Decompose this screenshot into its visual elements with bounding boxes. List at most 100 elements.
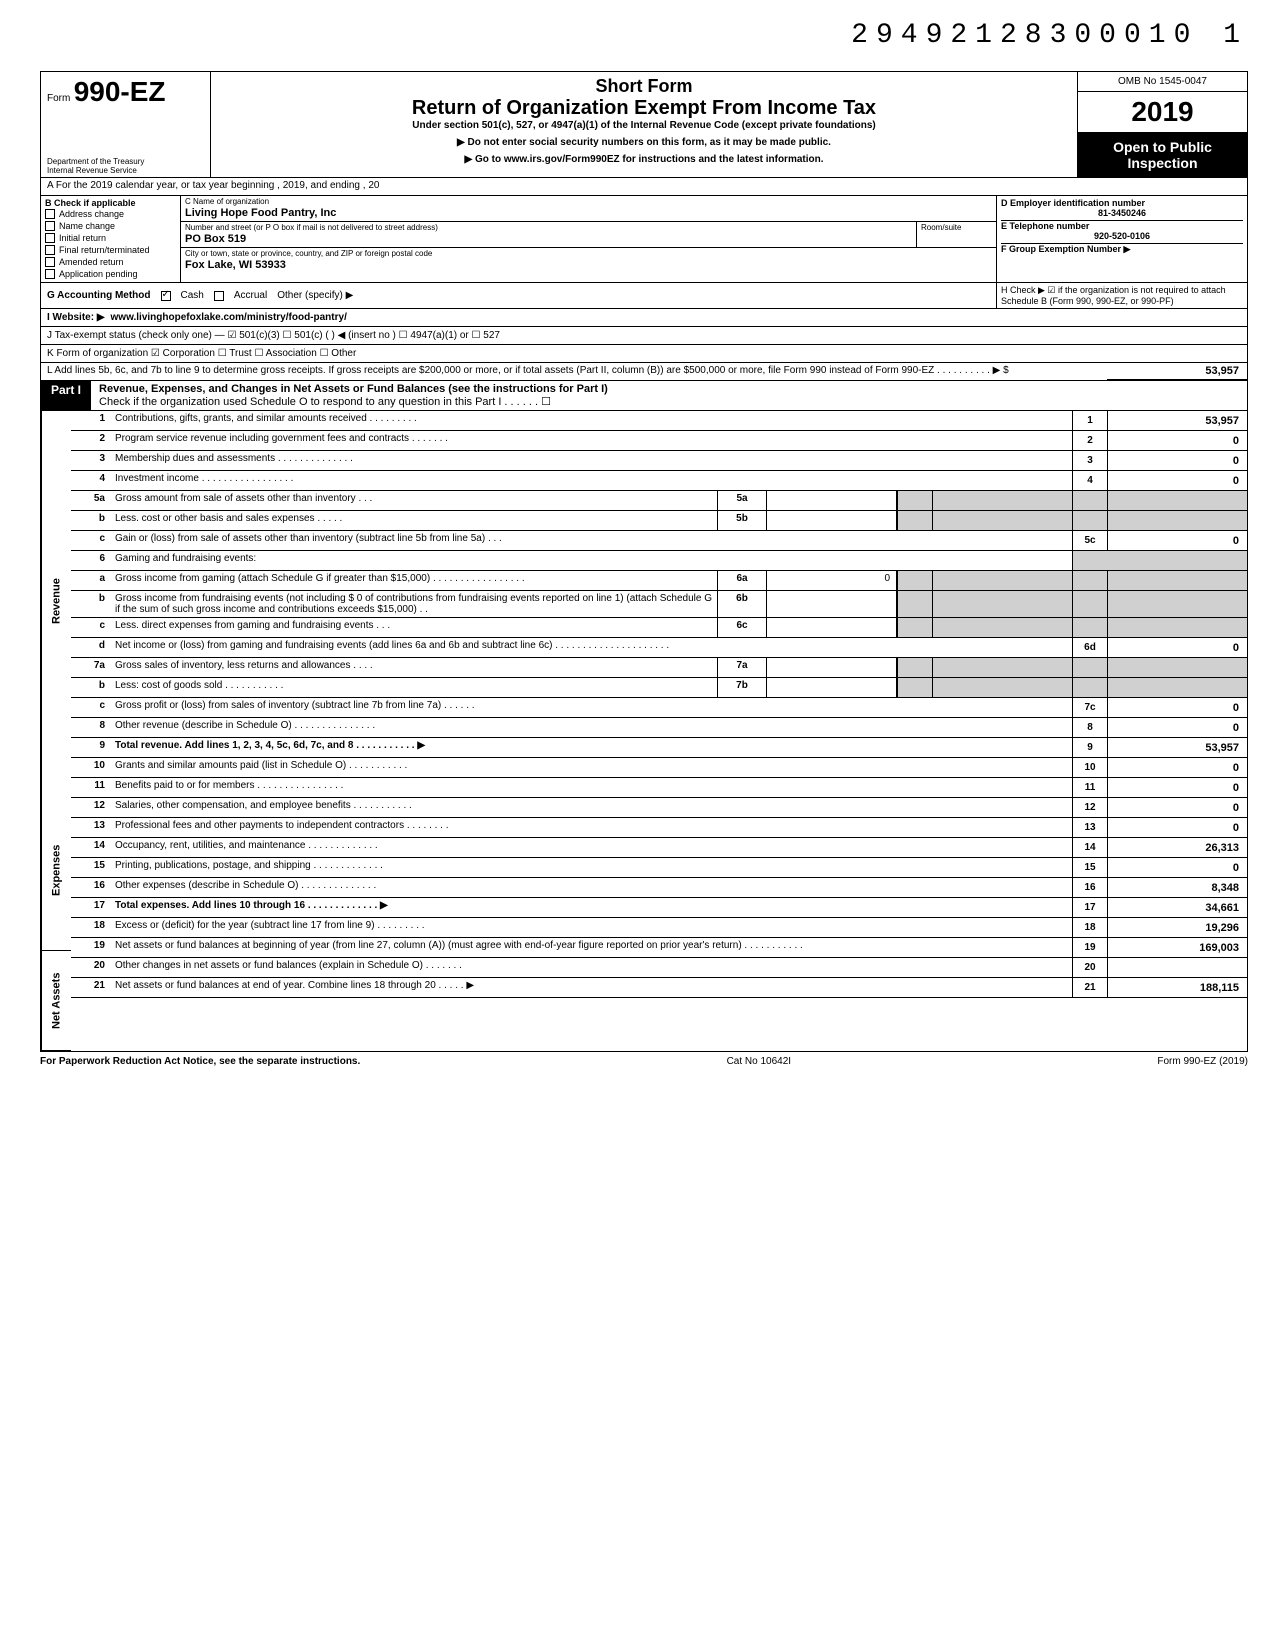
line-a: aGross income from gaming (attach Schedu… — [71, 571, 1247, 591]
tax-year: 2019 — [1078, 92, 1247, 133]
line-midbox: 6a — [717, 571, 767, 590]
line-text: Occupancy, rent, utilities, and maintena… — [111, 838, 1072, 857]
side-revenue: Revenue — [41, 411, 71, 791]
line-17: 17Total expenses. Add lines 10 through 1… — [71, 898, 1247, 918]
line-8: 8Other revenue (describe in Schedule O) … — [71, 718, 1247, 738]
line-text: Program service revenue including govern… — [111, 431, 1072, 450]
section-b-label: B Check if applicable — [45, 198, 176, 208]
line-number: 18 — [71, 918, 111, 937]
line-b: bLess. cost or other basis and sales exp… — [71, 511, 1247, 531]
line-text: Printing, publications, postage, and shi… — [111, 858, 1072, 877]
side-net-assets: Net Assets — [41, 951, 71, 1051]
line-box-num: 13 — [1072, 818, 1107, 837]
line-shaded — [1072, 511, 1107, 530]
line-value: 34,661 — [1107, 898, 1247, 917]
line-text: Membership dues and assessments . . . . … — [111, 451, 1072, 470]
line-shaded — [897, 658, 932, 677]
line-text: Gross amount from sale of assets other t… — [111, 491, 717, 510]
line-box-num: 14 — [1072, 838, 1107, 857]
check-accrual[interactable] — [214, 291, 224, 301]
line-shaded-val — [1107, 618, 1247, 637]
note-website: ▶ Go to www.irs.gov/Form990EZ for instru… — [215, 154, 1073, 165]
check-application-pending[interactable]: Application pending — [45, 268, 176, 280]
line-value: 0 — [1107, 798, 1247, 817]
line-box-num: 5c — [1072, 531, 1107, 550]
line-21: 21Net assets or fund balances at end of … — [71, 978, 1247, 998]
line-value: 0 — [1107, 638, 1247, 657]
line-number: d — [71, 638, 111, 657]
city-label: City or town, state or province, country… — [181, 248, 996, 259]
dept-treasury: Department of the Treasury Internal Reve… — [47, 157, 144, 175]
line-box-num: 9 — [1072, 738, 1107, 757]
line-shaded — [1072, 658, 1107, 677]
line-text: Professional fees and other payments to … — [111, 818, 1072, 837]
line-text: Grants and similar amounts paid (list in… — [111, 758, 1072, 777]
footer: For Paperwork Reduction Act Notice, see … — [40, 1052, 1248, 1071]
line-box-num: 12 — [1072, 798, 1107, 817]
line-b: bGross income from fundraising events (n… — [71, 591, 1247, 618]
line-midbox: 5a — [717, 491, 767, 510]
part1-badge: Part I — [41, 381, 91, 410]
line-number: 5a — [71, 491, 111, 510]
section-c: C Name of organization Living Hope Food … — [181, 196, 997, 282]
line-text: Other changes in net assets or fund bala… — [111, 958, 1072, 977]
line-c: cGross profit or (loss) from sales of in… — [71, 698, 1247, 718]
line-text: Gaming and fundraising events: — [111, 551, 1072, 570]
check-cash[interactable] — [161, 291, 171, 301]
note-ssn: ▶ Do not enter social security numbers o… — [215, 137, 1073, 148]
line-midbox: 6b — [717, 591, 767, 617]
line-number: 9 — [71, 738, 111, 757]
line-6: 6Gaming and fundraising events: — [71, 551, 1247, 571]
line-shaded-val — [1107, 491, 1247, 510]
part1-title: Revenue, Expenses, and Changes in Net As… — [91, 381, 1247, 410]
website-value: www.livinghopefoxlake.com/ministry/food-… — [111, 312, 347, 323]
check-initial-return[interactable]: Initial return — [45, 232, 176, 244]
line-midval — [767, 658, 897, 677]
header-center: Short Form Return of Organization Exempt… — [211, 72, 1077, 177]
footer-center: Cat No 10642I — [727, 1056, 792, 1067]
line-number: 20 — [71, 958, 111, 977]
header-right: OMB No 1545-0047 2019 Open to Public Ins… — [1077, 72, 1247, 177]
line-value: 19,296 — [1107, 918, 1247, 937]
line-shaded-val — [1107, 571, 1247, 590]
line-number: 11 — [71, 778, 111, 797]
org-address: PO Box 519 — [181, 233, 916, 247]
line-number: 12 — [71, 798, 111, 817]
line-9: 9Total revenue. Add lines 1, 2, 3, 4, 5c… — [71, 738, 1247, 758]
check-name-change[interactable]: Name change — [45, 220, 176, 232]
line-shaded — [897, 618, 932, 637]
line-box-num: 3 — [1072, 451, 1107, 470]
line-shaded-val — [932, 491, 1072, 510]
line-midval — [767, 511, 897, 530]
line-10: 10Grants and similar amounts paid (list … — [71, 758, 1247, 778]
line-value: 53,957 — [1107, 411, 1247, 430]
line-text: Investment income . . . . . . . . . . . … — [111, 471, 1072, 490]
line-7a: 7aGross sales of inventory, less returns… — [71, 658, 1247, 678]
line-box-num: 16 — [1072, 878, 1107, 897]
line-number: 14 — [71, 838, 111, 857]
line-15: 15Printing, publications, postage, and s… — [71, 858, 1247, 878]
line-14: 14Occupancy, rent, utilities, and mainte… — [71, 838, 1247, 858]
line-number: 10 — [71, 758, 111, 777]
line-box-num: 10 — [1072, 758, 1107, 777]
line-13: 13Professional fees and other payments t… — [71, 818, 1247, 838]
line-shaded — [897, 511, 932, 530]
line-text: Gross profit or (loss) from sales of inv… — [111, 698, 1072, 717]
line-box-num: 20 — [1072, 958, 1107, 977]
check-amended-return[interactable]: Amended return — [45, 256, 176, 268]
line-text: Other expenses (describe in Schedule O) … — [111, 878, 1072, 897]
line-midval — [767, 491, 897, 510]
line-shaded-val — [1107, 511, 1247, 530]
form-prefix: Form — [47, 93, 70, 104]
line-1: 1Contributions, gifts, grants, and simil… — [71, 411, 1247, 431]
line-shaded — [1072, 618, 1107, 637]
line-number: b — [71, 591, 111, 617]
line-value: 0 — [1107, 698, 1247, 717]
line-shaded-val — [932, 511, 1072, 530]
check-final-return[interactable]: Final return/terminated — [45, 244, 176, 256]
form-number: 990-EZ — [74, 76, 166, 107]
line-value: 26,313 — [1107, 838, 1247, 857]
check-address-change[interactable]: Address change — [45, 208, 176, 220]
line-midval — [767, 591, 897, 617]
line-text: Gross income from gaming (attach Schedul… — [111, 571, 717, 590]
